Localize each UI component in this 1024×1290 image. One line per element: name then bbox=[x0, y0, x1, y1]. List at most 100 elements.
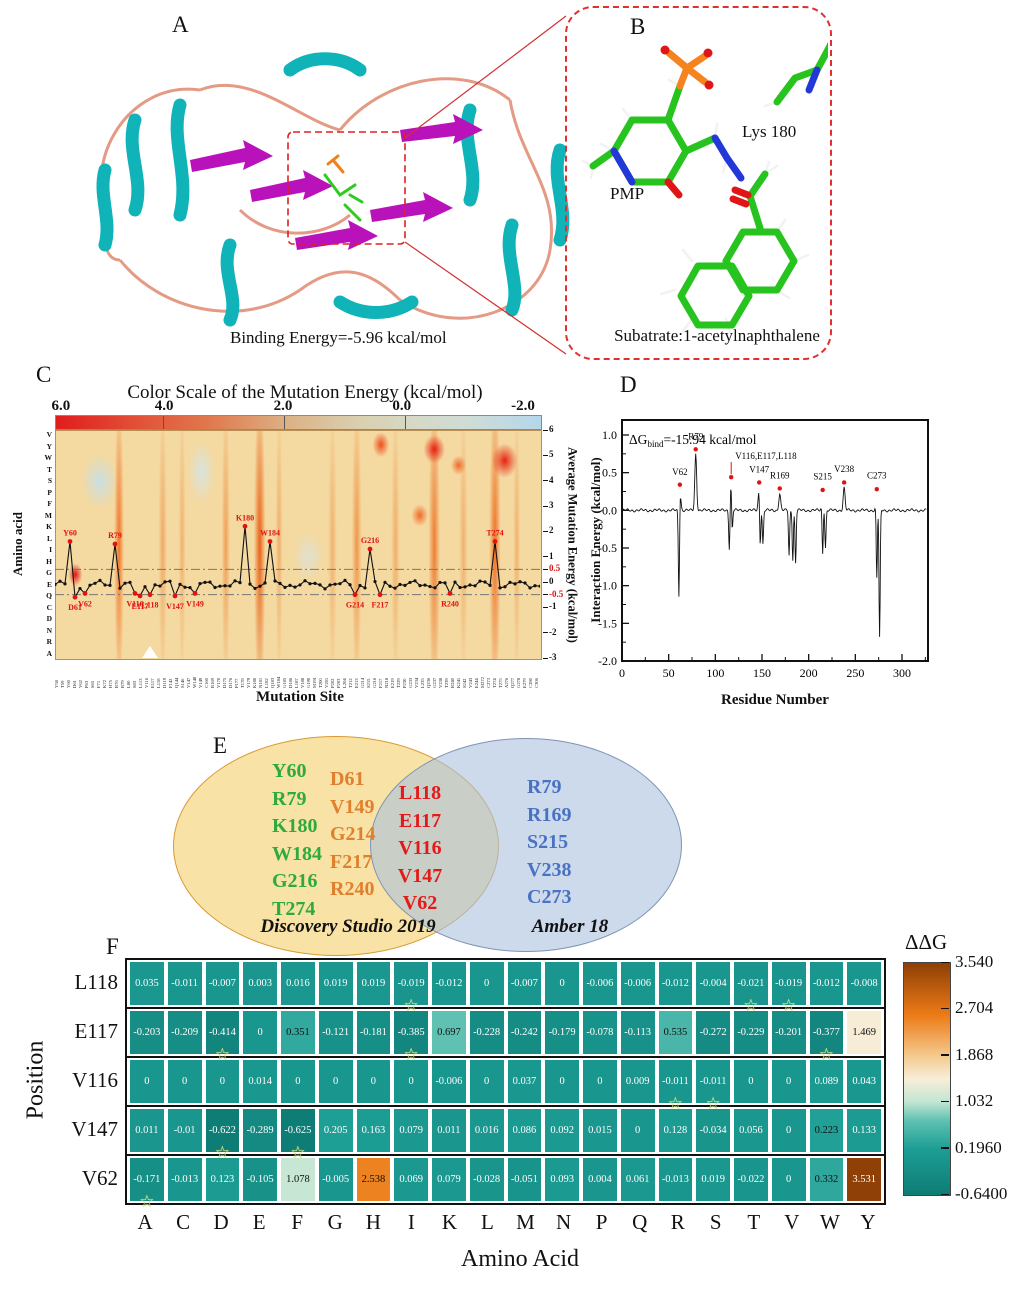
amino-acid-column-letter: E bbox=[252, 1210, 266, 1234]
heatmap-cell: 0.056 bbox=[734, 1109, 768, 1152]
heatmap-cell: 0.011 bbox=[130, 1109, 164, 1152]
heatmap-cell: -0.179 bbox=[545, 1011, 579, 1054]
right-axis-tick: 0 bbox=[549, 576, 554, 586]
heatmap-cell: 0 bbox=[545, 1060, 579, 1103]
mutation-site-tick: L182 bbox=[264, 678, 269, 688]
venn-right-label: Amber 18 bbox=[531, 916, 609, 937]
heatmap-cell: -0.181 bbox=[356, 1011, 391, 1054]
ddg-colorbar-tick: 3.540 bbox=[955, 952, 994, 971]
zoom-connector-bottom bbox=[404, 241, 567, 355]
svg-text:C273: C273 bbox=[867, 471, 887, 481]
mutation-site-tick: V238 bbox=[438, 677, 443, 688]
protein-cartoon bbox=[96, 15, 570, 355]
ddg-colorbar-tick: 2.704 bbox=[955, 998, 994, 1018]
mutation-site-tick: T200 bbox=[318, 678, 323, 688]
mutation-site-tick: L235 bbox=[420, 678, 425, 688]
heatmap-cell: -0.171 ☆ bbox=[130, 1158, 164, 1210]
amino-acid-column-letter: P bbox=[595, 1210, 608, 1234]
mutation-site-tick: V234 bbox=[414, 677, 419, 688]
heatmap-cell: -0.385 ☆ bbox=[394, 1011, 428, 1063]
heatmap-cell: -0.01 bbox=[167, 1109, 202, 1152]
mutation-site-tick: D61 bbox=[72, 680, 77, 688]
mutation-site-tick: L204 bbox=[342, 678, 347, 688]
venn-item: K180 bbox=[272, 815, 318, 837]
venn-item: W184 bbox=[272, 842, 322, 865]
svg-text:G214: G214 bbox=[346, 601, 364, 610]
heatmap-cell: 0.011 bbox=[432, 1109, 466, 1152]
heatmap-cell: -0.011 bbox=[167, 962, 202, 1005]
mutation-site-tick: W184 bbox=[276, 676, 281, 688]
mutation-site-tick: V147 bbox=[186, 677, 191, 688]
nitrogen-sticks bbox=[610, 66, 821, 186]
amino-acid-letter: K bbox=[46, 522, 52, 532]
venn-item: F217 bbox=[330, 850, 373, 873]
heatmap-cell: -0.242 bbox=[507, 1011, 542, 1054]
mutation-site-tick: L118 bbox=[156, 678, 161, 688]
mutation-site-tick: D176 bbox=[228, 677, 233, 688]
venn-item: E117 bbox=[398, 809, 442, 832]
heatmap-cell: 0.133 bbox=[847, 1109, 881, 1152]
amino-acid-letter: R bbox=[46, 637, 52, 647]
heatmap-cell: -0.377 ☆ bbox=[809, 1011, 844, 1063]
mutation-site-tick: C160 bbox=[204, 678, 209, 688]
amino-acid-column-letter: V bbox=[784, 1210, 800, 1234]
lys180-label: Lys 180 bbox=[742, 122, 797, 141]
heatmap-cell: 0 bbox=[394, 1060, 428, 1103]
amino-acid-axis-label-f: Amino Acid bbox=[461, 1246, 579, 1272]
heatmap-cell: 0.093 bbox=[545, 1158, 579, 1201]
amino-acid-letter: A bbox=[46, 648, 52, 658]
heatmap-cell: 0.079 bbox=[432, 1158, 466, 1201]
heatmap-cell: -0.622 ☆ bbox=[205, 1109, 240, 1161]
mutation-site-tick: K180 bbox=[252, 677, 257, 688]
heatmap-cell: -0.008 bbox=[847, 962, 881, 1005]
mutation-site-tick: A276 bbox=[504, 677, 509, 688]
mutation-site-tick: L113 bbox=[138, 678, 143, 688]
heatmap-cell: 0 bbox=[771, 1060, 806, 1103]
amino-acid-letter: N bbox=[46, 625, 52, 635]
heatmap-cell: -0.011 ☆ bbox=[658, 1060, 693, 1112]
amino-acid-column-letter: D bbox=[213, 1210, 229, 1234]
phosphate-group bbox=[660, 45, 714, 90]
heatmap-cell: -0.113 bbox=[620, 1011, 655, 1054]
mutation-site-tick: V62 bbox=[78, 680, 83, 688]
svg-text:V147: V147 bbox=[166, 602, 184, 611]
mutation-site-tick: Y60 bbox=[66, 680, 71, 688]
venn-item: G214 bbox=[330, 823, 376, 845]
heatmap-cell: -0.012 bbox=[432, 962, 466, 1005]
heatmap-cell: 0 bbox=[205, 1060, 240, 1103]
heatmap-cell: 0.079 bbox=[394, 1109, 428, 1152]
heatmap-cell: -0.006 bbox=[583, 962, 617, 1005]
heatmap-cell: 0.069 bbox=[394, 1158, 428, 1201]
heatmap-cell: -0.272 bbox=[696, 1011, 730, 1054]
svg-text:V116: V116 bbox=[126, 599, 143, 608]
color-scale-tick: 2.0 bbox=[273, 398, 293, 414]
heatmap-cell: 0.223 bbox=[809, 1109, 844, 1152]
svg-text:E117: E117 bbox=[132, 602, 149, 611]
color-scale-tick: 6.0 bbox=[51, 398, 71, 414]
amino-acid-letter: M bbox=[44, 510, 52, 520]
heatmap-cell: 0.697 bbox=[432, 1011, 466, 1054]
svg-text:S215: S215 bbox=[813, 471, 832, 481]
ddg-colorbar-tick: -0.6400 bbox=[955, 1184, 1008, 1203]
star-icon: ☆ bbox=[290, 1143, 306, 1162]
right-axis-tick: -1 bbox=[549, 601, 557, 612]
mutation-site-tick: E213 bbox=[354, 678, 359, 688]
heatmap-cell: 0.535 bbox=[658, 1011, 693, 1054]
heatmap-cell: -0.209 bbox=[167, 1011, 202, 1054]
mutation-site-tick: T212 bbox=[348, 678, 353, 688]
mutation-site-tick: M272 bbox=[480, 677, 485, 688]
mutation-site-tick: V201 bbox=[324, 677, 329, 688]
heatmap-cell: -0.121 bbox=[318, 1011, 353, 1054]
heatmap-cell: 0 bbox=[734, 1060, 768, 1103]
heatmap-notch bbox=[142, 646, 158, 658]
mutation-site-tick: P203 bbox=[336, 678, 341, 688]
heatmap-cell: -0.289 bbox=[243, 1109, 277, 1152]
position-row-label: E117 bbox=[74, 1019, 118, 1043]
right-axis-tick: 2 bbox=[549, 525, 554, 536]
star-icon: ☆ bbox=[781, 996, 797, 1015]
heatmap-cell: 0 bbox=[167, 1060, 202, 1103]
residue-number-axis-label: Residue Number bbox=[721, 692, 829, 708]
star-icon: ☆ bbox=[705, 1094, 721, 1113]
